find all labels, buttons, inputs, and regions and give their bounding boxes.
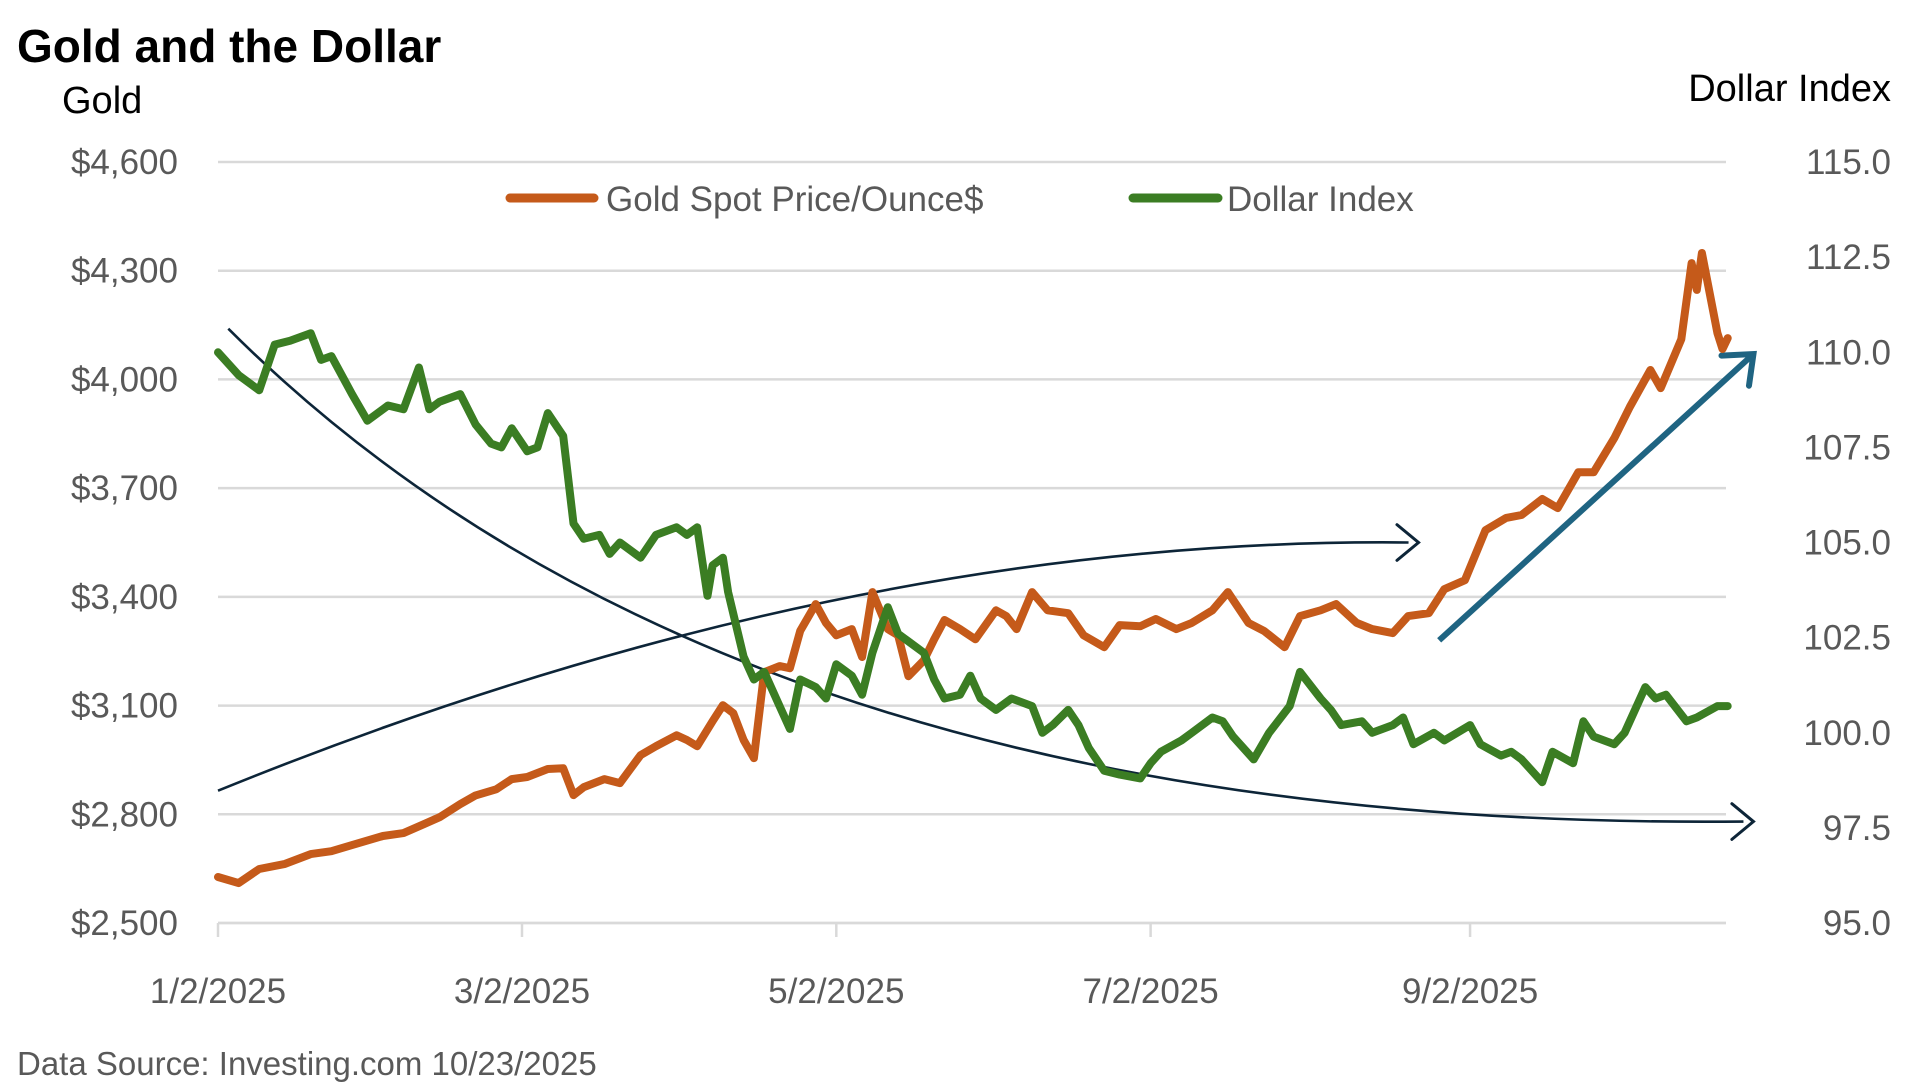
y-left-tick-label: $2,500 [71,904,178,943]
y-right-tick-label: 100.0 [1803,714,1891,753]
x-tick-label: 9/2/2025 [1402,972,1538,1011]
y-right-tick-label: 105.0 [1803,524,1891,563]
y-left-tick-label: $4,300 [71,252,178,291]
gold-breakout-arrow [1437,351,1756,643]
data-source-note: Data Source: Investing.com 10/23/2025 [17,1045,597,1082]
gold-breakout-arrowhead [1718,350,1757,389]
x-tick-label: 3/2/2025 [454,972,590,1011]
y-right-tick-label: 97.5 [1823,809,1891,848]
x-tick-label: 1/2/2025 [150,972,286,1011]
legend-label-gold: Gold Spot Price/Ounce$ [606,180,983,219]
y-right-tick-label: 95.0 [1823,904,1891,943]
y-right-tick-label: 110.0 [1806,333,1891,372]
dollar-index-line [214,329,1732,787]
y-left-tick-labels: $4,600 $4,300 $4,000 $3,700 $3,400 $3,100 $2,8… [71,143,178,943]
x-tick-label: 5/2/2025 [768,972,904,1011]
annotations [217,327,1757,841]
y-right-tick-label: 115.0 [1806,143,1891,182]
y-right-tick-label: 107.5 [1803,428,1891,467]
dollar-trend-arrowhead [1730,802,1756,841]
y-left-tick-label: $3,700 [71,469,178,508]
x-axis: 1/2/2025 3/2/2025 5/2/2025 7/2/2025 9/2/2025 [150,921,1726,1011]
y-left-tick-label: $4,600 [71,143,178,182]
y-right-axis-title: Dollar Index [1688,68,1891,110]
gold-trend-arrowhead [1395,523,1421,562]
series [214,249,1732,888]
y-right-tick-labels: 115.0 112.5 110.0 107.5 105.0 102.5 100.0 97.5 9… [1803,143,1891,943]
chart-title: Gold and the Dollar [17,20,441,72]
y-right-tick-label: 112.5 [1806,238,1891,277]
legend: Gold Spot Price/Ounce$ Dollar Index [505,180,1414,219]
gridlines [218,160,1726,925]
gold-price-line-points [217,252,1728,884]
y-left-axis-title: Gold [62,80,142,122]
y-left-tick-label: $3,400 [71,578,178,617]
gold-trend-curve-arrow [217,541,1409,792]
legend-label-dollar: Dollar Index [1227,180,1414,219]
x-tick-label: 7/2/2025 [1082,972,1218,1011]
y-left-tick-label: $4,000 [71,360,178,399]
y-left-tick-label: $3,100 [71,687,178,726]
y-left-tick-label: $2,800 [71,795,178,834]
gold-price-line [214,249,1732,888]
y-right-tick-label: 102.5 [1803,619,1891,658]
dollar-index-line-points [217,333,1728,783]
dollar-trend-curve-arrow [227,327,1744,824]
